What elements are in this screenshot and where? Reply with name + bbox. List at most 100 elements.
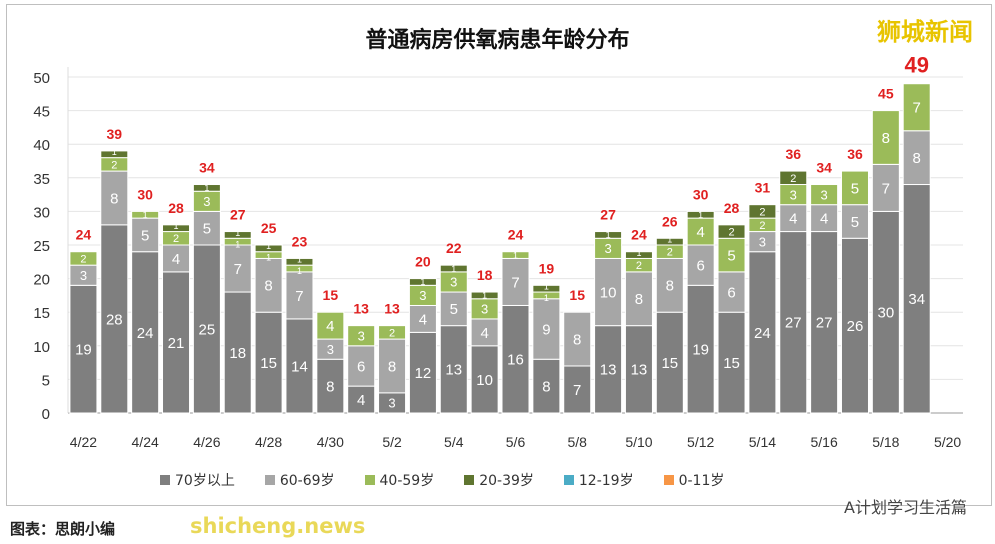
bar-segment — [162, 224, 191, 233]
x-tick-label: 5/18 — [872, 434, 899, 450]
segment-label: 1 — [235, 228, 240, 238]
bar-segment — [594, 257, 623, 327]
bar-segment — [285, 257, 314, 266]
segment-label: 2 — [790, 173, 796, 185]
total-label: 36 — [785, 146, 801, 162]
segment-label: 10 — [476, 372, 493, 389]
segment-label: 3 — [419, 288, 426, 303]
y-tick-label: 35 — [33, 171, 50, 188]
legend-label: 40-59岁 — [379, 473, 435, 489]
segment-label: 7 — [234, 261, 242, 278]
bar-segment — [717, 271, 746, 313]
total-label: 30 — [137, 186, 153, 202]
segment-label: 2 — [667, 247, 673, 259]
segment-label: 28 — [106, 311, 123, 328]
segment-label: 12 — [415, 365, 432, 382]
y-tick-label: 15 — [33, 305, 50, 322]
segment-label: 3 — [790, 187, 797, 202]
x-tick-label: 5/14 — [749, 434, 776, 450]
total-label: 30 — [693, 186, 709, 202]
segment-label: 4 — [172, 251, 180, 268]
bar-segment — [316, 358, 345, 414]
credit-text: 图表：思朗小编 — [10, 520, 116, 538]
segment-label: 4 — [820, 211, 828, 228]
segment-label: 1 — [636, 248, 641, 258]
segment-label: 7 — [295, 288, 303, 305]
x-tick-label: 4/30 — [317, 434, 344, 450]
bar-segment — [686, 210, 715, 219]
segment-label: 2 — [80, 253, 86, 265]
segment-label: 4 — [326, 318, 334, 335]
legend-item: 60-69岁 — [264, 470, 335, 490]
segment-label: 4 — [419, 311, 427, 328]
bar-segment — [223, 244, 252, 293]
segment-label: 4 — [357, 392, 365, 409]
x-tick-label: 5/4 — [444, 434, 464, 450]
legend-label: 20-39岁 — [479, 473, 534, 489]
segment-label: 15 — [661, 355, 678, 372]
total-label: 20 — [415, 254, 431, 270]
y-tick-label: 40 — [33, 137, 50, 154]
legend-item: 70岁以上 — [160, 470, 235, 490]
total-label: 22 — [446, 240, 462, 256]
legend-label: 60-69岁 — [279, 473, 335, 489]
bar-segment — [378, 338, 407, 394]
bar-segment — [717, 224, 746, 239]
x-tick-label: 5/20 — [934, 434, 961, 450]
segment-label: 7 — [511, 274, 519, 291]
bar-segment — [192, 184, 221, 192]
total-label: 45 — [878, 86, 894, 102]
segment-label: 1 — [297, 266, 302, 276]
segment-label: 3 — [388, 396, 395, 411]
legend-label: 0-11岁 — [678, 473, 725, 489]
bar-segment — [563, 311, 592, 367]
total-label: 13 — [353, 301, 369, 317]
total-label: 39 — [107, 126, 123, 142]
total-label: 24 — [76, 227, 92, 243]
total-label: 31 — [755, 180, 771, 196]
total-label: 34 — [199, 160, 215, 176]
segment-label: 3 — [759, 234, 766, 249]
legend-item: 0-11岁 — [663, 470, 725, 490]
bar-segment — [655, 237, 684, 246]
bar-segment — [748, 204, 777, 219]
bar-segment — [840, 237, 869, 414]
y-tick-label: 25 — [33, 238, 50, 255]
segment-label: 2 — [111, 159, 117, 171]
segment-label: 8 — [110, 190, 118, 207]
bar-segment — [162, 244, 191, 273]
x-tick-label: 4/28 — [255, 434, 282, 450]
bar-segment — [902, 83, 931, 132]
segment-label: 1 — [112, 147, 117, 157]
x-tick-label: 5/8 — [567, 434, 587, 450]
legend-swatch — [160, 475, 170, 485]
y-tick-label: 45 — [33, 104, 50, 121]
segment-label: 8 — [573, 331, 581, 348]
segment-label: 2 — [759, 206, 765, 218]
bar-segment — [378, 325, 407, 340]
segment-label: 5 — [203, 221, 211, 238]
segment-label: 3 — [450, 275, 457, 290]
segment-label: 25 — [199, 321, 216, 338]
bar-segment — [717, 311, 746, 414]
segment-label: 1 — [297, 255, 302, 265]
x-tick-label: 5/6 — [506, 434, 526, 450]
bar-segment — [779, 170, 808, 186]
total-label: 26 — [662, 213, 678, 229]
segment-label: 3 — [481, 302, 488, 317]
segment-label: 1 — [174, 221, 179, 231]
bar-segment — [285, 271, 314, 320]
legend-swatch — [464, 475, 475, 485]
total-label: 27 — [600, 207, 616, 223]
segment-label: 15 — [260, 355, 277, 372]
bar-segment — [655, 311, 684, 414]
bar-segment — [748, 251, 777, 414]
bar-segment — [501, 251, 530, 259]
total-label: 18 — [477, 267, 493, 283]
segment-label: 1 — [266, 241, 271, 251]
bar-segment — [902, 130, 931, 186]
bar-segment — [871, 163, 900, 212]
segment-label: 1 — [544, 282, 549, 292]
segment-label: 13 — [445, 362, 462, 379]
legend-label: 12-19岁 — [578, 473, 634, 489]
